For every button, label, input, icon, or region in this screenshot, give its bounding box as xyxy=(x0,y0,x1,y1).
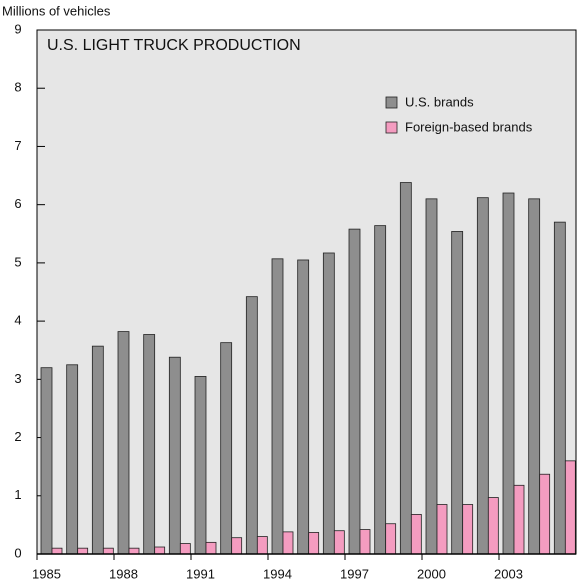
legend-swatch xyxy=(385,121,398,134)
y-tick-label: 1 xyxy=(14,487,21,502)
bar xyxy=(220,342,233,555)
bar xyxy=(528,198,541,555)
bar xyxy=(502,192,515,555)
bar xyxy=(359,529,371,555)
y-tick-label: 4 xyxy=(14,313,21,328)
bar xyxy=(425,198,438,555)
y-tick-label: 8 xyxy=(14,80,21,95)
y-tick-label: 2 xyxy=(14,429,21,444)
bar xyxy=(282,531,294,555)
bar xyxy=(308,532,320,555)
bar xyxy=(231,537,243,555)
bar xyxy=(66,364,79,555)
bar xyxy=(102,547,114,555)
x-tick-label: 2000 xyxy=(417,566,446,581)
bar xyxy=(476,197,489,555)
bar xyxy=(179,543,191,555)
bar xyxy=(374,225,387,555)
bar xyxy=(77,547,89,555)
bar xyxy=(322,252,335,555)
bar xyxy=(91,345,104,555)
bar xyxy=(194,376,207,555)
bar xyxy=(410,514,422,555)
y-tick-label: 9 xyxy=(14,21,21,36)
x-tick-label: 1994 xyxy=(263,566,292,581)
x-tick-label: 2003 xyxy=(494,566,523,581)
bar xyxy=(117,331,130,555)
y-tick-label: 0 xyxy=(14,545,21,560)
y-axis-label: Millions of vehicles xyxy=(2,3,111,18)
bar xyxy=(143,334,156,555)
bar xyxy=(385,523,397,555)
x-tick-label: 1988 xyxy=(109,566,138,581)
y-tick-label: 5 xyxy=(14,254,21,269)
bar xyxy=(128,547,140,555)
bar xyxy=(271,258,284,555)
legend-label: Foreign-based brands xyxy=(405,119,533,134)
bar xyxy=(154,546,166,555)
bar xyxy=(451,231,464,555)
bar xyxy=(205,541,217,555)
bar xyxy=(553,221,566,555)
bar xyxy=(245,296,258,555)
y-tick-label: 6 xyxy=(14,196,21,211)
bar xyxy=(256,536,268,555)
bar xyxy=(297,259,310,555)
legend-swatch xyxy=(385,96,398,109)
x-tick-label: 1985 xyxy=(32,566,61,581)
bar xyxy=(462,504,474,555)
bar xyxy=(333,530,345,555)
x-tick-label: 1997 xyxy=(340,566,369,581)
x-tick-label: 1991 xyxy=(186,566,215,581)
bar xyxy=(40,367,53,555)
bar xyxy=(399,182,412,555)
chart-title: U.S. LIGHT TRUCK PRODUCTION xyxy=(47,37,301,54)
y-tick-label: 3 xyxy=(14,371,21,386)
bar xyxy=(513,484,525,555)
y-tick-label: 7 xyxy=(14,138,21,153)
bar xyxy=(436,504,448,555)
bar xyxy=(348,228,361,555)
bar xyxy=(539,473,551,555)
bar xyxy=(51,547,63,555)
bar xyxy=(564,460,576,555)
bar xyxy=(168,356,181,555)
legend-label: U.S. brands xyxy=(405,94,474,109)
bar xyxy=(487,497,499,555)
